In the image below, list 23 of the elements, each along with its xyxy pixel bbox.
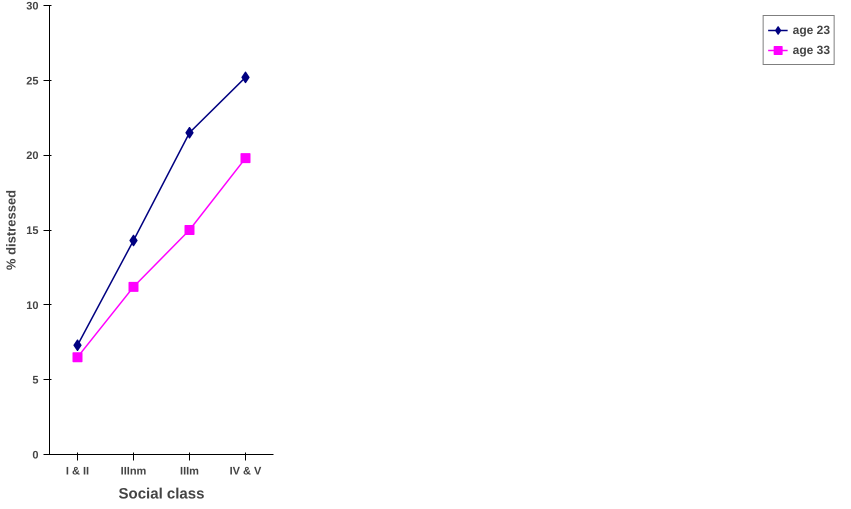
point — [185, 126, 194, 139]
y-tick-label: 5 — [32, 374, 39, 387]
x-tick-label: IIInm — [120, 466, 147, 478]
y-axis-title: % distressed — [3, 190, 18, 270]
point — [240, 153, 250, 164]
legend-label: age 33 — [792, 43, 830, 57]
y-tick-label: 30 — [26, 0, 39, 12]
y-tick-label: 15 — [26, 225, 39, 237]
point — [241, 71, 250, 84]
x-axis-title: Social class — [118, 486, 204, 502]
point — [129, 234, 138, 246]
x-tick-label: I & II — [66, 466, 90, 478]
y-tick-label: 20 — [26, 150, 39, 162]
legend-label: age 23 — [792, 23, 830, 37]
x-tick-label: IV & V — [230, 466, 262, 478]
point — [73, 339, 82, 352]
y-tick-label: 25 — [26, 75, 39, 88]
x-tick-label: IIIm — [180, 466, 200, 478]
y-tick-label: 10 — [26, 300, 39, 312]
point — [72, 352, 82, 362]
point — [184, 225, 194, 235]
point — [128, 282, 138, 292]
y-tick-label: 0 — [32, 450, 39, 462]
